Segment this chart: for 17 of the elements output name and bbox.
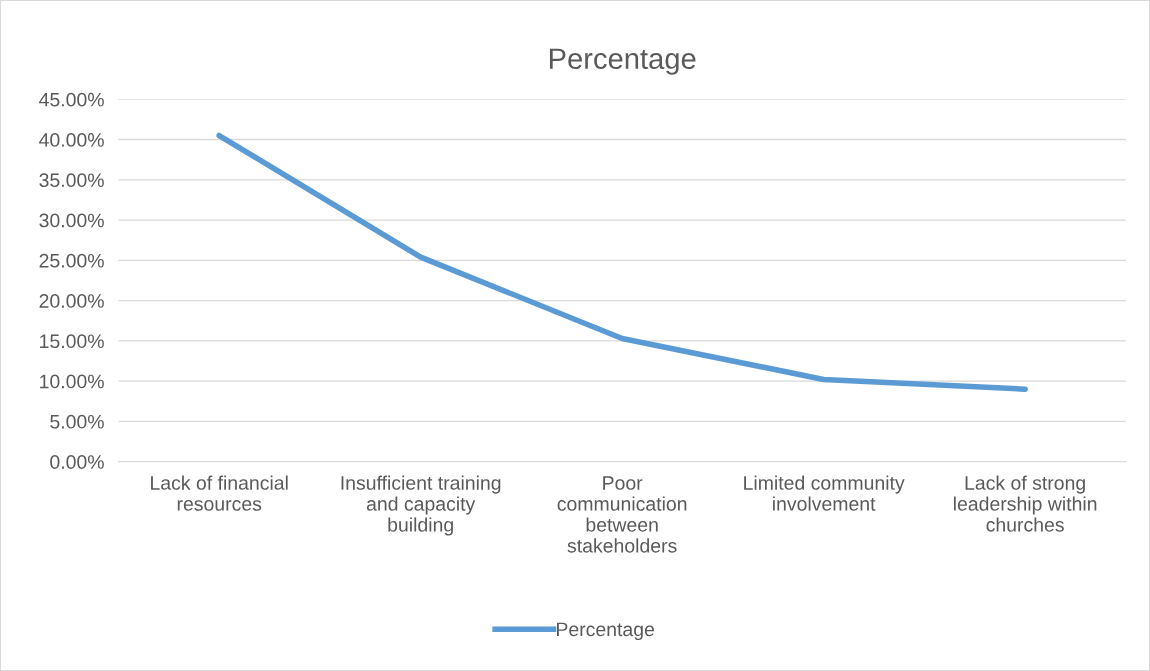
y-tick-label: 15.00%	[40, 334, 104, 349]
x-tick-label: Limited community involvement	[744, 475, 905, 511]
y-tick-label: 40.00%	[39, 133, 104, 147]
legend-label: Percentage	[557, 622, 655, 641]
y-tick-label: 0.00%	[50, 455, 104, 469]
x-tick-label: Poor communication between stakeholders	[557, 476, 687, 553]
y-tick-label: 30.00%	[39, 213, 104, 228]
y-tick-label: 20.00%	[39, 294, 104, 308]
y-tick-label: 10.00%	[40, 374, 104, 389]
y-tick-label: 45.00%	[39, 92, 104, 107]
x-tick-label: Lack of financial resources	[151, 475, 288, 511]
x-tick-label: Lack of strong leadership within churches	[954, 475, 1097, 532]
y-tick-label: 25.00%	[39, 253, 104, 268]
x-tick-label: Insufficient training and capacity building	[341, 475, 501, 536]
y-tick-label: 35.00%	[39, 173, 104, 188]
chart-title: Percentage	[549, 48, 696, 75]
y-tick-label: 5.00%	[50, 414, 104, 429]
